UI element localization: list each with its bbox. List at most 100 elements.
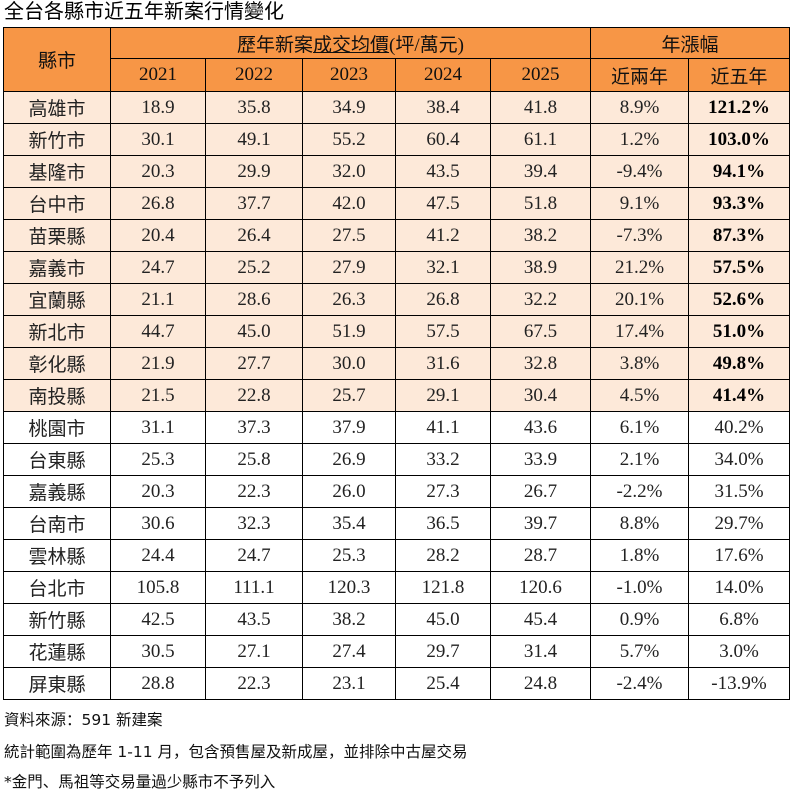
table-row: 台東縣 25.3 25.8 26.9 33.2 33.9 2.1% 34.0% xyxy=(3,443,791,476)
cell-growth-5yr: 6.8% xyxy=(687,603,791,636)
cell-price-2025: 39.7 xyxy=(490,507,591,540)
cell-city: 新竹市 xyxy=(3,123,111,156)
cell-price-2021: 24.4 xyxy=(110,539,206,572)
price-table: 縣市 歷年新案成交均價(坪/萬元) 年漲幅 2021 2022 2023 202… xyxy=(3,27,791,700)
cell-city: 基隆市 xyxy=(3,155,111,188)
table-row: 南投縣 21.5 22.8 25.7 29.1 30.4 4.5% 41.4% xyxy=(3,379,791,412)
cell-city: 苗栗縣 xyxy=(3,219,111,252)
cell-price-2025: 51.8 xyxy=(490,187,591,220)
table-row: 台中市 26.8 37.7 42.0 47.5 51.8 9.1% 93.3% xyxy=(3,187,791,220)
cell-growth-2yr: 8.8% xyxy=(590,507,689,540)
cell-price-2025: 61.1 xyxy=(490,123,591,156)
cell-price-2024: 43.5 xyxy=(395,155,491,188)
cell-price-2021: 18.9 xyxy=(110,91,206,124)
header-price-prefix: 歷年新案 xyxy=(237,34,314,56)
cell-price-2025: 41.8 xyxy=(490,91,591,124)
cell-growth-2yr: 4.5% xyxy=(590,379,689,412)
cell-price-2023: 35.4 xyxy=(302,507,396,540)
header-growth-5yr: 近五年 xyxy=(687,58,791,92)
table-row: 嘉義縣 20.3 22.3 26.0 27.3 26.7 -2.2% 31.5% xyxy=(3,475,791,508)
cell-growth-5yr: 57.5% xyxy=(687,251,791,284)
cell-growth-2yr: -2.4% xyxy=(590,667,689,700)
cell-price-2024: 29.7 xyxy=(395,635,491,668)
cell-growth-2yr: -9.4% xyxy=(590,155,689,188)
cell-growth-5yr: 14.0% xyxy=(687,571,791,604)
table-row: 花蓮縣 30.5 27.1 27.4 29.7 31.4 5.7% 3.0% xyxy=(3,635,791,668)
cell-price-2022: 45.0 xyxy=(205,315,303,348)
cell-price-2023: 25.7 xyxy=(302,379,396,412)
cell-price-2021: 28.8 xyxy=(110,667,206,700)
cell-price-2024: 38.4 xyxy=(395,91,491,124)
cell-growth-5yr: 103.0% xyxy=(687,123,791,156)
cell-price-2025: 24.8 xyxy=(490,667,591,700)
cell-price-2024: 57.5 xyxy=(395,315,491,348)
cell-price-2022: 111.1 xyxy=(205,571,303,604)
cell-growth-2yr: 3.8% xyxy=(590,347,689,380)
cell-growth-2yr: -7.3% xyxy=(590,219,689,252)
table-row: 苗栗縣 20.4 26.4 27.5 41.2 38.2 -7.3% 87.3% xyxy=(3,219,791,252)
cell-price-2021: 26.8 xyxy=(110,187,206,220)
cell-city: 彰化縣 xyxy=(3,347,111,380)
cell-growth-5yr: 41.4% xyxy=(687,379,791,412)
cell-price-2024: 47.5 xyxy=(395,187,491,220)
cell-growth-5yr: 87.3% xyxy=(687,219,791,252)
cell-city: 高雄市 xyxy=(3,91,111,124)
cell-price-2025: 32.2 xyxy=(490,283,591,316)
cell-price-2024: 121.8 xyxy=(395,571,491,604)
cell-price-2023: 27.9 xyxy=(302,251,396,284)
cell-price-2021: 24.7 xyxy=(110,251,206,284)
cell-growth-2yr: 9.1% xyxy=(590,187,689,220)
table-row: 新竹縣 42.5 43.5 38.2 45.0 45.4 0.9% 6.8% xyxy=(3,603,791,636)
header-year: 2024 xyxy=(395,58,491,92)
cell-price-2021: 21.1 xyxy=(110,283,206,316)
cell-price-2024: 29.1 xyxy=(395,379,491,412)
cell-growth-2yr: 1.8% xyxy=(590,539,689,572)
cell-price-2024: 36.5 xyxy=(395,507,491,540)
cell-price-2024: 26.8 xyxy=(395,283,491,316)
cell-price-2023: 38.2 xyxy=(302,603,396,636)
header-price-suffix: (坪/萬元) xyxy=(389,34,464,56)
cell-city: 嘉義縣 xyxy=(3,475,111,508)
table-row: 高雄市 18.9 35.8 34.9 38.4 41.8 8.9% 121.2% xyxy=(3,91,791,124)
cell-growth-2yr: 2.1% xyxy=(590,443,689,476)
cell-city: 宜蘭縣 xyxy=(3,283,111,316)
cell-city: 台中市 xyxy=(3,187,111,220)
cell-growth-5yr: 49.8% xyxy=(687,347,791,380)
cell-city: 台東縣 xyxy=(3,443,111,476)
cell-city: 花蓮縣 xyxy=(3,635,111,668)
cell-price-2025: 38.9 xyxy=(490,251,591,284)
cell-price-2021: 44.7 xyxy=(110,315,206,348)
cell-city: 台南市 xyxy=(3,507,111,540)
table-row: 基隆市 20.3 29.9 32.0 43.5 39.4 -9.4% 94.1% xyxy=(3,155,791,188)
cell-price-2025: 120.6 xyxy=(490,571,591,604)
cell-price-2022: 22.8 xyxy=(205,379,303,412)
cell-growth-5yr: 51.0% xyxy=(687,315,791,348)
cell-growth-2yr: 17.4% xyxy=(590,315,689,348)
cell-price-2022: 25.2 xyxy=(205,251,303,284)
cell-growth-2yr: -2.2% xyxy=(590,475,689,508)
cell-price-2023: 55.2 xyxy=(302,123,396,156)
cell-price-2023: 34.9 xyxy=(302,91,396,124)
cell-price-2021: 20.3 xyxy=(110,475,206,508)
cell-growth-5yr: 34.0% xyxy=(687,443,791,476)
cell-growth-5yr: 29.7% xyxy=(687,507,791,540)
cell-price-2024: 33.2 xyxy=(395,443,491,476)
cell-city: 新北市 xyxy=(3,315,111,348)
cell-growth-5yr: 121.2% xyxy=(687,91,791,124)
cell-price-2023: 51.9 xyxy=(302,315,396,348)
cell-price-2024: 27.3 xyxy=(395,475,491,508)
cell-price-2022: 32.3 xyxy=(205,507,303,540)
cell-price-2023: 120.3 xyxy=(302,571,396,604)
cell-price-2021: 21.9 xyxy=(110,347,206,380)
cell-growth-5yr: 94.1% xyxy=(687,155,791,188)
cell-price-2021: 30.5 xyxy=(110,635,206,668)
cell-price-2025: 67.5 xyxy=(490,315,591,348)
cell-price-2025: 32.8 xyxy=(490,347,591,380)
cell-price-2023: 30.0 xyxy=(302,347,396,380)
cell-price-2022: 37.7 xyxy=(205,187,303,220)
cell-growth-2yr: 8.9% xyxy=(590,91,689,124)
table-title: 全台各縣市近五年新案行情變化 xyxy=(4,1,284,23)
cell-price-2021: 42.5 xyxy=(110,603,206,636)
cell-price-2022: 27.7 xyxy=(205,347,303,380)
cell-city: 嘉義市 xyxy=(3,251,111,284)
